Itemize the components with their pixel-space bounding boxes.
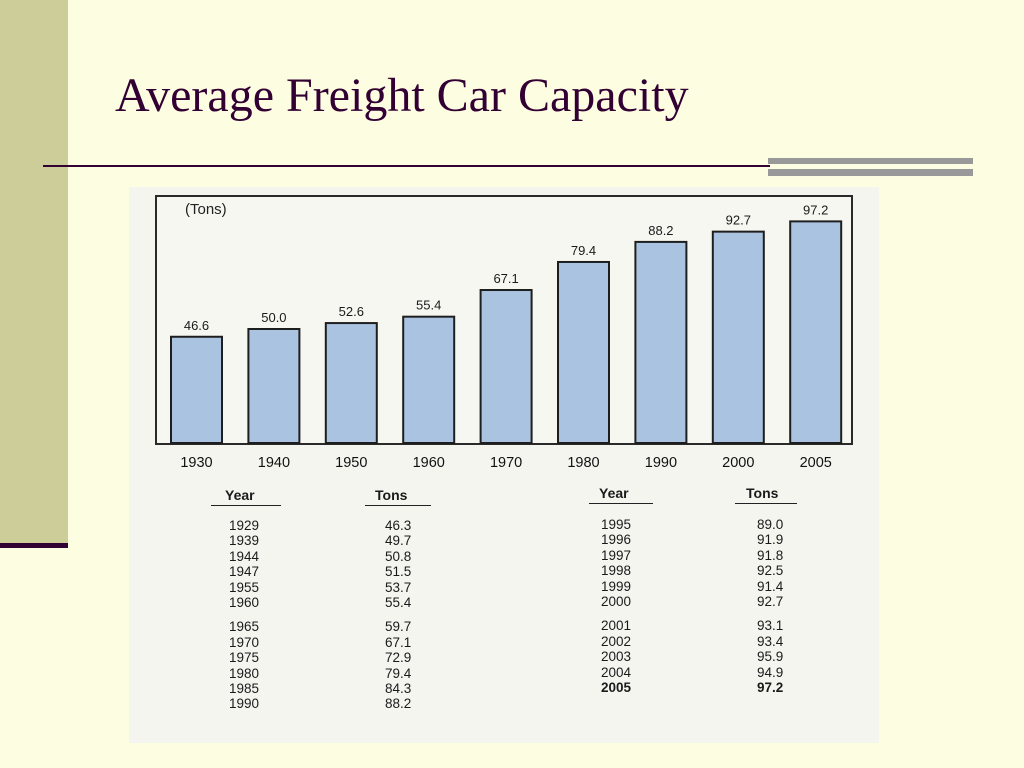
- bar-1960: [402, 315, 456, 444]
- title-rule-accent: [768, 158, 973, 178]
- title-rule: [43, 165, 770, 167]
- table-cell: 2001: [601, 618, 632, 634]
- table-cell: 1996: [601, 532, 632, 548]
- table-cell: 1965: [229, 619, 260, 635]
- table-cell: 1939: [229, 533, 260, 549]
- table-cell: 67.1: [385, 634, 412, 650]
- table-cell: 55.4: [385, 594, 412, 610]
- header-underline: [589, 503, 653, 504]
- x-tick-1930: 1930: [180, 455, 212, 471]
- table-cell: 1970: [229, 634, 260, 650]
- header-underline: [365, 505, 431, 506]
- value-label-1980: 79.4: [571, 243, 596, 258]
- right-tons-column: 89.0 91.9 91.8 92.5 91.4 92.7 93.1 93.4 95.9 94.9…: [757, 517, 783, 695]
- table-cell: 1975: [229, 650, 260, 666]
- table-cell: 1997: [601, 547, 632, 563]
- x-tick-1960: 1960: [413, 455, 445, 471]
- bar-1970: [479, 289, 533, 445]
- table-cell: 1995: [601, 517, 632, 532]
- bar-1990: [634, 240, 688, 444]
- table-header-year-right: Year: [599, 485, 629, 501]
- table-cell: 94.9: [757, 664, 784, 680]
- table-cell: 1985: [229, 680, 260, 696]
- value-label-1990: 88.2: [648, 223, 673, 238]
- table-cell: 46.3: [385, 518, 412, 533]
- bar-2000: [711, 230, 765, 445]
- table-cell: 53.7: [385, 579, 412, 595]
- left-accent-band: [0, 0, 68, 546]
- right-year-column: 1995 1996 1997 1998 1999 2000 2001 2002 2003 2004…: [601, 517, 631, 695]
- table-cell: 97.2: [757, 679, 784, 695]
- value-label-1930: 46.6: [184, 318, 209, 333]
- table-cell: 2000: [601, 593, 632, 609]
- table-header-year-left: Year: [225, 487, 255, 503]
- bar-1980: [557, 260, 610, 444]
- header-underline: [735, 503, 797, 504]
- value-label-2000: 92.7: [726, 213, 751, 228]
- table-cell: 1998: [601, 563, 632, 579]
- chart-unit-label: (Tons): [185, 201, 227, 218]
- x-tick-1970: 1970: [490, 455, 522, 471]
- table-cell: 1947: [229, 564, 260, 580]
- scanned-figure: (Tons) 46.6 1930 50.0 1940 52.6 1950 55.4 1960 6…: [129, 187, 879, 743]
- x-tick-1990: 1990: [645, 455, 677, 471]
- table-cell: 2005: [601, 679, 632, 695]
- table-cell: 1999: [601, 578, 632, 594]
- slide-title: Average Freight Car Capacity: [115, 69, 689, 122]
- x-tick-2000: 2000: [722, 455, 754, 471]
- left-accent-line: [0, 543, 68, 548]
- bar-1940: [247, 328, 301, 444]
- value-label-2005: 97.2: [803, 202, 828, 217]
- table-cell: 92.7: [757, 593, 784, 609]
- bar-1950: [324, 322, 378, 445]
- table-cell: 93.1: [757, 618, 784, 634]
- table-cell: 91.4: [757, 578, 784, 594]
- table-cell: 88.2: [385, 696, 412, 712]
- table-cell: 1960: [229, 594, 260, 610]
- table-cell: 1990: [229, 696, 260, 712]
- table-cell: 2003: [601, 649, 632, 665]
- table-cell: 1980: [229, 665, 260, 681]
- table-cell: 2002: [601, 633, 632, 649]
- table-header-tons-left: Tons: [375, 487, 408, 503]
- table-cell: 1929: [229, 518, 260, 533]
- value-label-1940: 50.0: [261, 310, 286, 325]
- table-cell: 79.4: [385, 665, 412, 681]
- table-cell: 92.5: [757, 563, 784, 579]
- table-cell: 2004: [601, 664, 632, 680]
- table-cell: 51.5: [385, 564, 412, 580]
- table-cell: 1955: [229, 579, 260, 595]
- table-cell: 49.7: [385, 533, 412, 549]
- table-cell: 50.8: [385, 548, 412, 564]
- bar-chart: 46.6 1930 50.0 1940 52.6 1950 55.4 1960 67.1 1970…: [170, 202, 843, 471]
- x-tick-1950: 1950: [335, 455, 367, 471]
- left-year-column: 1929 1939 1944 1947 1955 1960 1965 1970 1975 1980…: [229, 518, 259, 712]
- table-cell: 91.9: [757, 532, 784, 548]
- table-cell: 95.9: [757, 649, 784, 665]
- table-cell: 59.7: [385, 619, 412, 635]
- x-tick-1980: 1980: [567, 455, 599, 471]
- x-tick-1940: 1940: [258, 455, 290, 471]
- table-cell: 89.0: [757, 517, 784, 532]
- table-cell: 1944: [229, 548, 260, 564]
- table-cell: 91.8: [757, 547, 784, 563]
- table-cell: 93.4: [757, 633, 784, 649]
- bar-2005: [789, 220, 843, 444]
- table-header-tons-right: Tons: [746, 485, 779, 501]
- table-cell: 84.3: [385, 680, 412, 696]
- left-tons-column: 46.3 49.7 50.8 51.5 53.7 55.4 59.7 67.1 72.9 79.4…: [385, 518, 411, 712]
- bar-1930: [170, 335, 223, 444]
- header-underline: [211, 505, 281, 506]
- value-label-1970: 67.1: [493, 271, 518, 286]
- table-cell: 72.9: [385, 650, 412, 666]
- x-tick-2005: 2005: [800, 455, 832, 471]
- value-label-1960: 55.4: [416, 298, 441, 313]
- value-label-1950: 52.6: [339, 304, 364, 319]
